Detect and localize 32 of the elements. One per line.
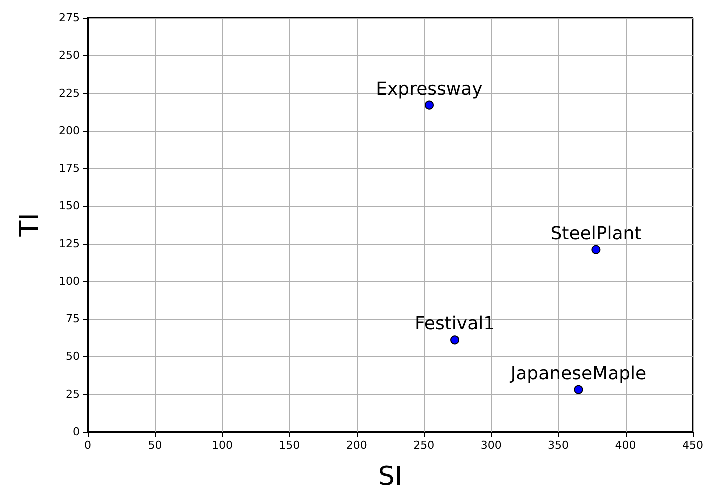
annotation: SteelPlant [550,223,642,244]
point [450,336,460,345]
annotation: JapaneseMaple [510,363,647,384]
x-tick-label: 250 [414,439,435,452]
x-tick-label: 350 [548,439,570,452]
annotation: Festival1 [415,314,496,335]
annotation: Expressway [376,78,484,100]
y-tick-label: 0 [73,426,80,438]
x-tick-label: 150 [279,439,300,452]
y-tick-label: 175 [59,162,80,176]
y-tick-label: 25 [66,388,80,401]
y-tick-label: 50 [66,350,80,364]
point [574,385,584,394]
x-tick-label: 0 [84,439,92,452]
point [592,245,601,254]
x-tick-label: 200 [346,439,368,452]
x-tick-label: 100 [212,439,233,452]
y-tick-label: 125 [59,237,80,250]
y-tick-label: 250 [59,49,80,62]
y-tick-label: 75 [66,312,80,326]
x-tick-label: 450 [682,439,704,452]
y-axis-title: TI [15,213,45,238]
x-tick-label: 400 [615,439,636,452]
y-tick-label: 275 [59,12,80,24]
y-tick-label: 200 [59,124,80,138]
x-axis-title: SI [378,462,403,492]
x-tick-label: 300 [480,439,502,452]
y-tick-label: 150 [59,200,80,213]
y-tick-label: 100 [59,274,80,288]
y-tick-label: 225 [59,86,80,100]
x-tick-label: 50 [148,439,162,452]
point [424,100,434,110]
